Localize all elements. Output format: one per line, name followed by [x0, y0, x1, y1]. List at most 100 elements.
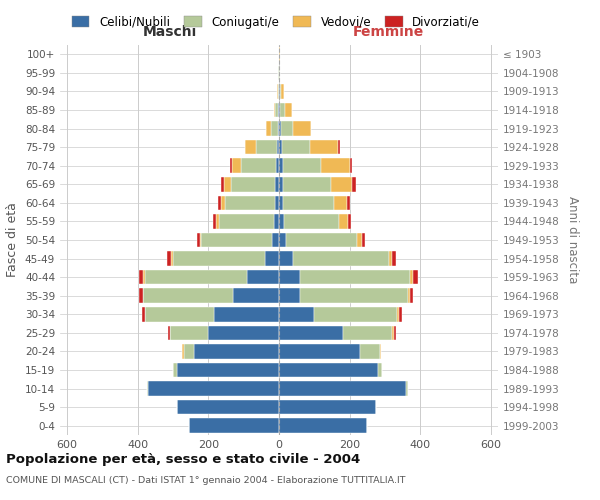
Bar: [314, 307, 397, 322]
Bar: [293, 122, 311, 136]
Bar: [338, 140, 340, 154]
Bar: [279, 233, 286, 247]
Bar: [293, 252, 389, 266]
Bar: [277, 84, 278, 98]
Bar: [271, 122, 278, 136]
Bar: [241, 158, 276, 173]
Bar: [275, 177, 279, 192]
Bar: [276, 158, 279, 173]
Bar: [226, 196, 275, 210]
Bar: [194, 344, 279, 358]
Bar: [167, 252, 171, 266]
Bar: [272, 233, 279, 247]
Bar: [310, 140, 338, 154]
Text: Femmine: Femmine: [353, 26, 424, 40]
Bar: [284, 214, 339, 228]
Bar: [281, 122, 293, 136]
Bar: [282, 140, 310, 154]
Bar: [279, 252, 293, 266]
Legend: Celibi/Nubili, Coniugati/e, Vedovi/e, Divorziati/e: Celibi/Nubili, Coniugati/e, Vedovi/e, Di…: [67, 11, 485, 34]
Bar: [279, 140, 282, 154]
Bar: [350, 158, 352, 173]
Bar: [182, 344, 184, 358]
Bar: [347, 196, 350, 210]
Bar: [275, 103, 278, 117]
Bar: [279, 103, 280, 117]
Bar: [216, 214, 219, 228]
Text: COMUNE DI MASCALI (CT) - Dati ISTAT 1° gennaio 2004 - Elaborazione TUTTITALIA.IT: COMUNE DI MASCALI (CT) - Dati ISTAT 1° g…: [6, 476, 406, 485]
Bar: [300, 270, 410, 284]
Bar: [392, 252, 396, 266]
Bar: [362, 233, 365, 247]
Bar: [399, 307, 402, 322]
Bar: [219, 214, 274, 228]
Bar: [277, 140, 279, 154]
Bar: [279, 307, 314, 322]
Bar: [146, 382, 148, 396]
Bar: [339, 214, 348, 228]
Bar: [281, 84, 284, 98]
Bar: [279, 214, 284, 228]
Bar: [139, 288, 143, 303]
Bar: [279, 418, 367, 433]
Bar: [171, 252, 173, 266]
Bar: [214, 307, 279, 322]
Bar: [275, 196, 279, 210]
Bar: [397, 307, 399, 322]
Bar: [230, 158, 232, 173]
Bar: [170, 326, 208, 340]
Bar: [279, 400, 376, 414]
Bar: [283, 196, 334, 210]
Bar: [145, 307, 214, 322]
Bar: [279, 270, 300, 284]
Bar: [279, 177, 283, 192]
Bar: [286, 233, 357, 247]
Bar: [245, 140, 256, 154]
Bar: [300, 288, 408, 303]
Bar: [176, 400, 279, 414]
Bar: [221, 196, 226, 210]
Bar: [256, 140, 277, 154]
Bar: [279, 288, 300, 303]
Bar: [389, 252, 392, 266]
Y-axis label: Fasce di età: Fasce di età: [7, 202, 19, 278]
Bar: [283, 158, 322, 173]
Text: Popolazione per età, sesso e stato civile - 2004: Popolazione per età, sesso e stato civil…: [6, 452, 360, 466]
Bar: [283, 177, 331, 192]
Bar: [378, 363, 382, 377]
Bar: [279, 382, 406, 396]
Bar: [176, 363, 279, 377]
Bar: [224, 177, 232, 192]
Bar: [221, 177, 224, 192]
Bar: [274, 103, 275, 117]
Bar: [357, 233, 362, 247]
Y-axis label: Anni di nascita: Anni di nascita: [566, 196, 579, 284]
Bar: [408, 288, 410, 303]
Bar: [280, 103, 286, 117]
Bar: [143, 270, 145, 284]
Bar: [360, 344, 380, 358]
Bar: [232, 158, 241, 173]
Bar: [322, 158, 350, 173]
Bar: [279, 363, 378, 377]
Bar: [201, 233, 272, 247]
Bar: [278, 103, 279, 117]
Bar: [380, 344, 382, 358]
Bar: [348, 214, 351, 228]
Bar: [148, 382, 279, 396]
Bar: [266, 122, 271, 136]
Bar: [145, 270, 247, 284]
Bar: [142, 307, 145, 322]
Bar: [214, 214, 216, 228]
Bar: [410, 270, 413, 284]
Bar: [232, 177, 275, 192]
Bar: [168, 326, 170, 340]
Bar: [406, 382, 408, 396]
Bar: [286, 103, 292, 117]
Bar: [413, 270, 418, 284]
Bar: [247, 270, 279, 284]
Bar: [265, 252, 279, 266]
Bar: [143, 288, 233, 303]
Bar: [352, 177, 356, 192]
Bar: [233, 288, 279, 303]
